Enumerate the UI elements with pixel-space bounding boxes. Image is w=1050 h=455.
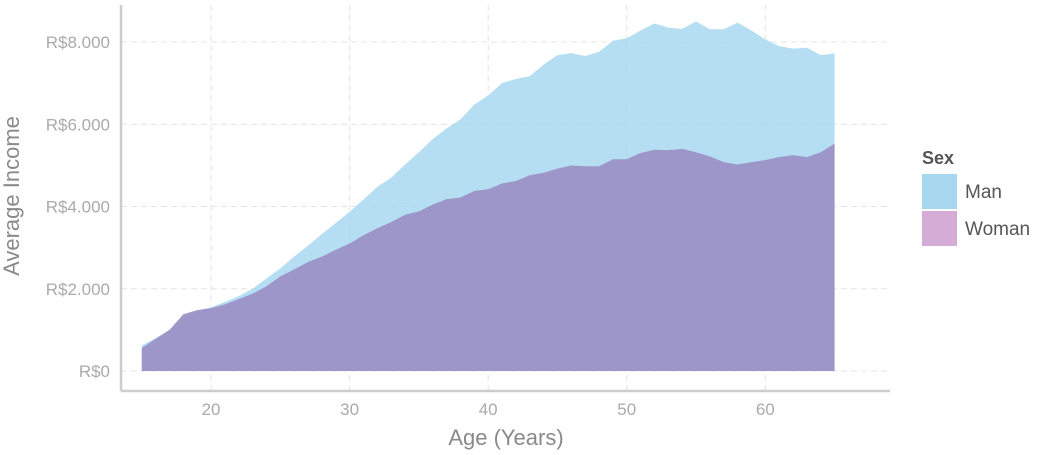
legend-label-man: Man — [965, 182, 1002, 203]
x-tick-label: 60 — [756, 400, 775, 419]
legend-swatch-man — [922, 174, 957, 209]
y-tick-label: R$4.000 — [46, 198, 110, 217]
legend-label-woman: Woman — [965, 219, 1030, 240]
x-tick-label: 20 — [202, 400, 221, 419]
y-tick-label: R$0 — [79, 362, 110, 381]
x-tick-label: 50 — [617, 400, 636, 419]
x-axis-title: Age (Years) — [448, 425, 563, 450]
area-woman — [141, 143, 835, 371]
x-tick-label: 40 — [479, 400, 498, 419]
legend-items: Man Woman — [922, 174, 1030, 246]
y-tick-labels: R$0 R$2.000 R$4.000 R$6.000 R$8.000 — [46, 33, 110, 381]
legend: Sex Man Woman — [922, 148, 1030, 246]
y-tick-label: R$8.000 — [46, 33, 110, 52]
y-tick-label: R$6.000 — [46, 115, 110, 134]
x-tick-labels: 20 30 40 50 60 — [202, 400, 775, 419]
axes — [119, 5, 890, 393]
area-series — [141, 21, 835, 371]
x-tick-label: 30 — [340, 400, 359, 419]
y-axis-title: Average Income — [0, 116, 24, 276]
legend-swatch-woman — [922, 211, 957, 246]
legend-title: Sex — [922, 148, 954, 168]
y-tick-label: R$2.000 — [46, 280, 110, 299]
